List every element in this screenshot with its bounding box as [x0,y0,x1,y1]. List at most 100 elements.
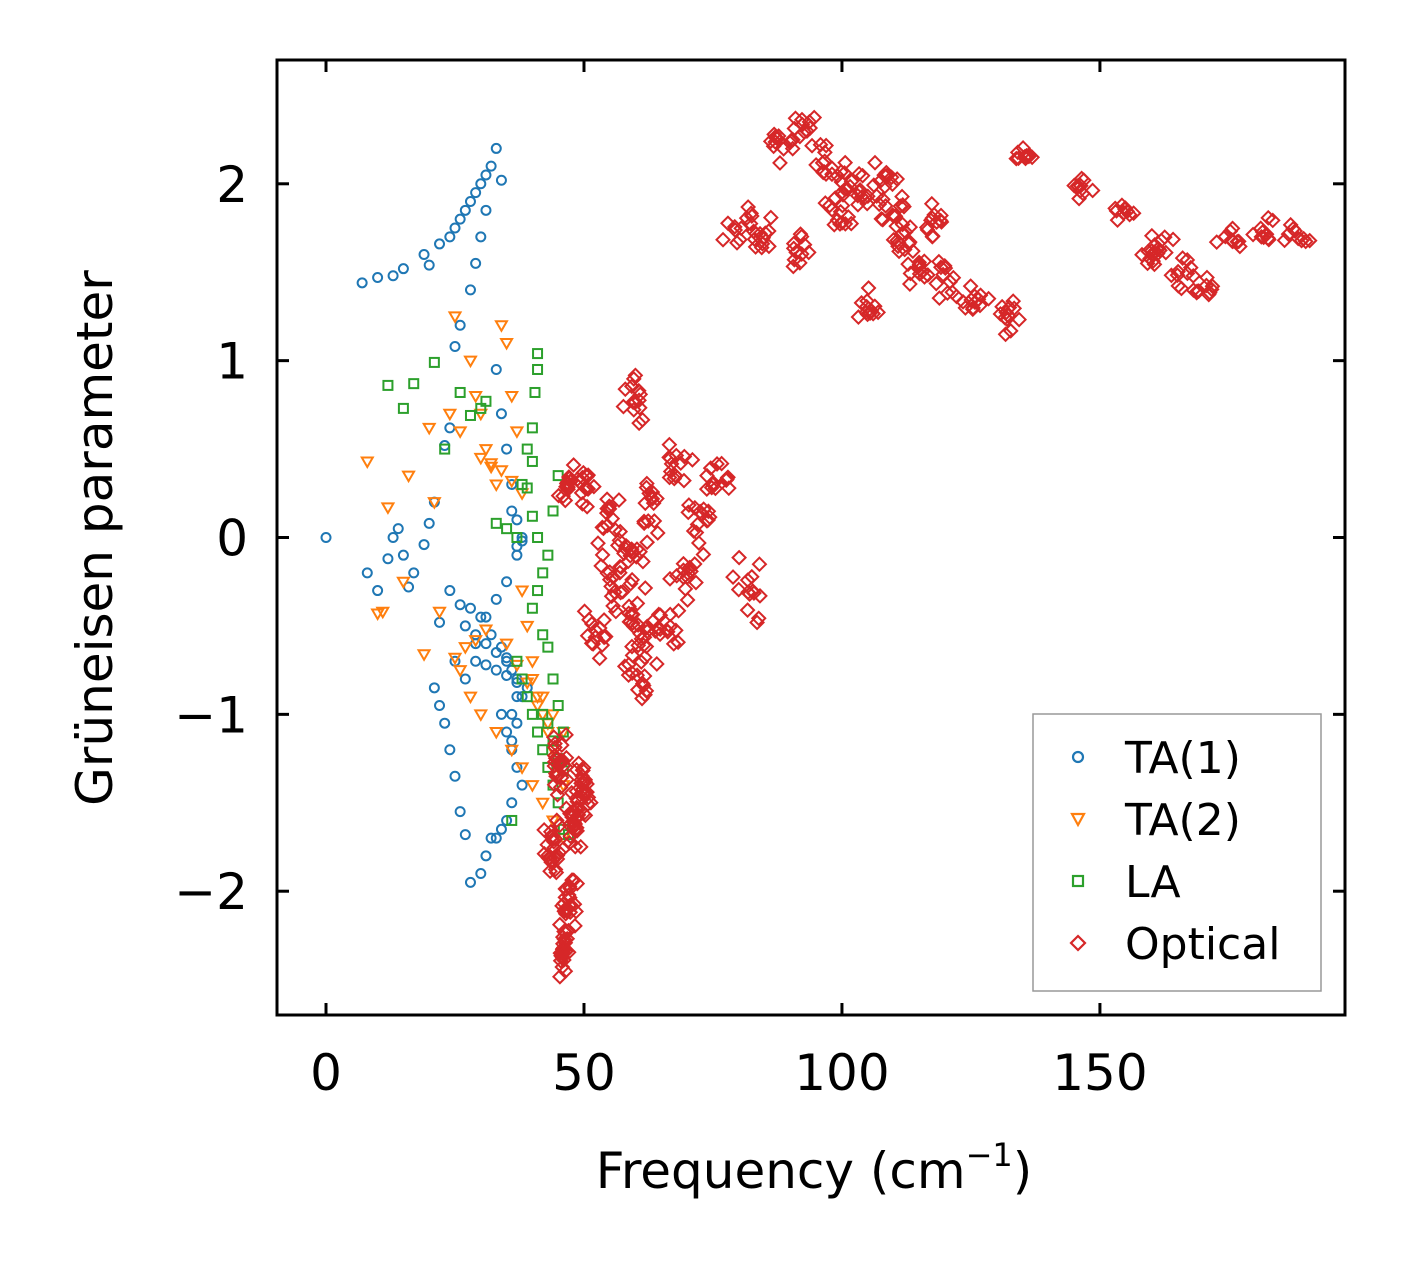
optical-point [785,235,802,252]
optical-point [791,254,808,271]
optical-point [1002,322,1019,339]
optical-point [963,292,980,308]
optical-point [627,367,644,384]
optical-point [649,525,666,541]
optical-point [1139,255,1156,272]
optical-point [1000,307,1017,324]
optical-point [794,116,811,133]
data-point [542,641,554,653]
optical-point [890,238,906,255]
optical-point [1146,256,1163,273]
optical-point [730,581,747,598]
data-point [468,391,483,404]
optical-point [859,195,876,212]
data-point [547,673,559,685]
data-point [473,452,489,466]
data-point [434,238,446,250]
optical-point [631,399,648,416]
data-point [475,868,487,880]
optical-point [852,182,869,198]
optical-point [1107,200,1124,217]
optical-point [1260,209,1277,226]
optical-point [826,216,843,233]
optical-point [640,513,657,529]
optical-point [760,223,777,239]
optical-point [729,234,745,251]
optical-point [887,208,904,225]
optical-point [567,816,584,832]
optical-point [624,571,641,588]
x-tick-label: 0 [310,1044,342,1102]
optical-point [597,628,614,645]
optical-point [636,515,653,532]
x-axis-label-end: ) [1013,1142,1033,1200]
data-point [360,456,375,469]
data-point [557,726,569,738]
optical-point [743,208,760,224]
optical-point [713,455,730,472]
data-point [532,726,544,738]
data-point [423,517,435,529]
optical-point [806,109,823,126]
optical-point [1199,269,1215,286]
optical-point [1174,250,1191,267]
x-tick-label: 50 [552,1044,616,1102]
optical-point [837,215,854,232]
optical-point [579,498,596,515]
data-point [530,700,545,714]
optical-point [620,656,637,673]
data-point [529,386,541,398]
optical-point [556,895,572,912]
data-point [547,505,559,517]
optical-point [557,963,574,980]
optical-point [1255,229,1272,246]
optical-point [1230,233,1247,250]
optical-point [936,257,953,274]
optical-point [933,207,949,224]
x-tick-label: 100 [794,1044,889,1102]
optical-point [793,228,810,245]
optical-point [1280,226,1297,243]
optical-point [1165,231,1181,248]
data-point [519,620,535,634]
optical-point [1245,226,1261,243]
data-point [511,532,523,543]
optical-point [1301,232,1318,249]
optical-point [556,903,573,920]
data-point [490,593,502,605]
data-point [454,806,466,818]
data-point [375,606,391,620]
data-point [447,652,463,666]
legend-marker-ta2 [1070,812,1086,828]
data-point [439,443,451,455]
data-point [504,391,519,404]
data-point [480,395,492,407]
data-point [499,337,514,351]
legend-item-la: LA [1071,857,1181,908]
optical-point [574,495,591,512]
data-point [501,576,513,588]
optical-point [599,565,616,582]
optical-point [692,503,709,520]
optical-point [1071,190,1087,207]
optical-point [545,729,562,746]
data-point [489,479,504,492]
data-point [475,231,487,243]
optical-point [853,294,870,311]
optical-point [747,238,764,255]
data-point [506,478,518,490]
optical-point [725,569,741,586]
optical-point [799,123,815,139]
optical-point [629,595,646,612]
optical-point [607,603,624,620]
data-point [532,348,544,360]
y-tick-label: −1 [174,686,248,744]
optical-point [617,381,634,398]
data-point [552,797,564,809]
data-point [501,443,513,455]
optical-point [824,201,840,218]
optical-point [1224,233,1241,250]
optical-point [631,415,648,432]
optical-point [605,569,622,586]
optical-point [548,812,565,829]
